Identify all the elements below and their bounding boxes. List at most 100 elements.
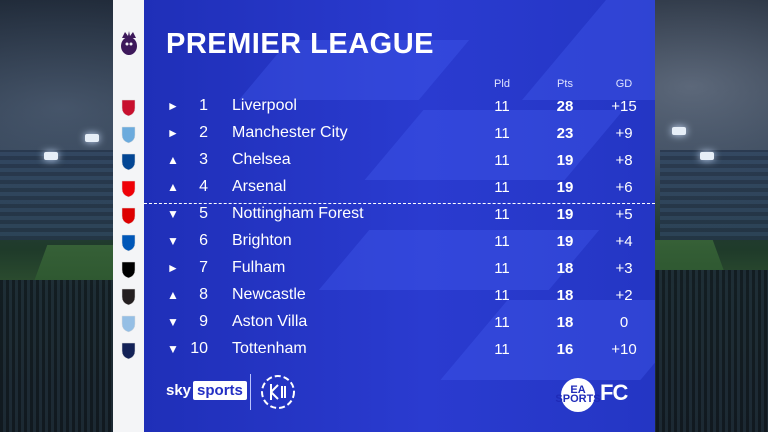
points: 16 [556, 341, 574, 358]
champions-league-divider [144, 203, 655, 204]
movement-arrow-icon: ▲ [167, 288, 179, 302]
movement-arrow-icon: ▼ [167, 342, 179, 356]
team-name: Tottenham [232, 340, 307, 357]
goal-difference: +15 [611, 98, 637, 115]
team-name: Arsenal [232, 178, 287, 195]
goal-difference: +6 [615, 179, 633, 196]
table-row: ► 2 Manchester City 11 23 +9 [144, 122, 655, 149]
played: 11 [494, 341, 510, 358]
position: 8 [199, 286, 208, 303]
position: 4 [199, 178, 208, 195]
points: 23 [556, 125, 574, 142]
premier-league-lion-icon [121, 31, 137, 55]
team-name: Liverpool [232, 97, 297, 114]
played: 11 [494, 125, 510, 142]
arsenal-crest-icon [119, 179, 138, 198]
logo-separator [250, 374, 251, 410]
goal-difference: +4 [615, 233, 633, 250]
kick-it-out-logo-icon [261, 375, 295, 409]
goal-difference: +10 [611, 341, 637, 358]
goal-difference: +5 [615, 206, 633, 223]
points: 19 [556, 233, 574, 250]
points: 19 [556, 206, 574, 223]
team-name: Chelsea [232, 151, 291, 168]
points: 28 [556, 98, 574, 115]
tottenham-crest-icon [119, 341, 138, 360]
floodlight [700, 152, 714, 160]
team-name: Newcastle [232, 286, 306, 303]
table-row: ▼ 6 Brighton 11 19 +4 [144, 230, 655, 257]
points: 19 [556, 152, 574, 169]
position: 10 [190, 340, 208, 357]
team-name: Fulham [232, 259, 286, 276]
team-name: Aston Villa [232, 313, 308, 330]
table-row: ▼ 9 Aston Villa 11 18 0 [144, 311, 655, 338]
played: 11 [494, 314, 510, 331]
position: 5 [199, 205, 208, 222]
points: 19 [556, 179, 574, 196]
liverpool-crest-icon [119, 98, 138, 117]
ea-sports-logo: EA SPORTS [555, 378, 601, 412]
position: 7 [199, 259, 208, 276]
page-title: PREMIER LEAGUE [166, 28, 435, 60]
points: 18 [556, 260, 574, 277]
table-row: ► 7 Fulham 11 18 +3 [144, 257, 655, 284]
position: 9 [199, 313, 208, 330]
crest-strip [113, 0, 144, 432]
played: 11 [494, 152, 510, 169]
fc-logo: FC [600, 380, 628, 405]
crowd-right [650, 270, 768, 432]
table-row: ▲ 8 Newcastle 11 18 +2 [144, 284, 655, 311]
played: 11 [494, 287, 510, 304]
position: 1 [199, 97, 208, 114]
movement-arrow-icon: ► [167, 261, 179, 275]
played: 11 [494, 179, 510, 196]
table-row: ▲ 3 Chelsea 11 19 +8 [144, 149, 655, 176]
points: 18 [556, 287, 574, 304]
team-name: Nottingham Forest [232, 205, 364, 222]
floodlight [44, 152, 58, 160]
brighton-crest-icon [119, 233, 138, 252]
sports-logo-text: sports [193, 381, 247, 400]
nottingham-forest-crest-icon [119, 206, 138, 225]
movement-arrow-icon: ► [167, 99, 179, 113]
movement-arrow-icon: ▼ [167, 315, 179, 329]
league-table-panel: PREMIER LEAGUE Pld Pts GD ► 1 Liverpool 11 2… [144, 0, 655, 432]
newcastle-crest-icon [119, 287, 138, 306]
played: 11 [494, 206, 510, 223]
stand-left [0, 150, 120, 240]
team-name: Manchester City [232, 124, 348, 141]
column-header-pld: Pld [494, 78, 510, 90]
table-row: ► 1 Liverpool 11 28 +15 [144, 95, 655, 122]
movement-arrow-icon: ▼ [167, 207, 179, 221]
movement-arrow-icon: ▼ [167, 234, 179, 248]
table-row: ▼ 10 Tottenham 11 16 +10 [144, 338, 655, 365]
goal-difference: +8 [615, 152, 633, 169]
played: 11 [494, 260, 510, 277]
stand-right [660, 150, 768, 240]
column-header-gd: GD [615, 78, 633, 90]
movement-arrow-icon: ▲ [167, 153, 179, 167]
aston-villa-crest-icon [119, 314, 138, 333]
sky-logo-text: sky [166, 382, 192, 399]
man-city-crest-icon [119, 125, 138, 144]
goal-difference: +9 [615, 125, 633, 142]
goal-difference: +2 [615, 287, 633, 304]
position: 3 [199, 151, 208, 168]
table-row: ▼ 5 Nottingham Forest 11 19 +5 [144, 203, 655, 230]
goal-difference: 0 [619, 314, 629, 331]
fulham-crest-icon [119, 260, 138, 279]
floodlight [85, 134, 99, 142]
floodlight [672, 127, 686, 135]
sky-sports-logo: sky sports [166, 381, 247, 400]
position: 6 [199, 232, 208, 249]
movement-arrow-icon: ▲ [167, 180, 179, 194]
table-row: ▲ 4 Arsenal 11 19 +6 [144, 176, 655, 203]
played: 11 [494, 98, 510, 115]
position: 2 [199, 124, 208, 141]
column-header-pts: Pts [557, 78, 573, 90]
chelsea-crest-icon [119, 152, 138, 171]
played: 11 [494, 233, 510, 250]
points: 18 [556, 314, 574, 331]
movement-arrow-icon: ► [167, 126, 179, 140]
